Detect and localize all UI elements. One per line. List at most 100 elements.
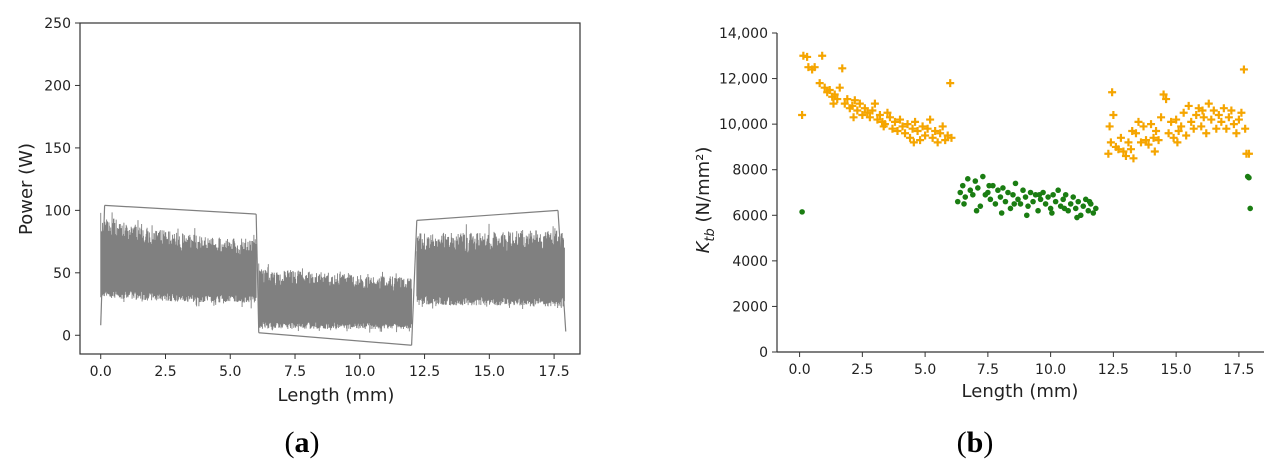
ktb-point-plus: [1202, 129, 1211, 138]
ktb-point-dot: [1011, 201, 1018, 207]
ktb-point-plus: [1217, 117, 1226, 126]
ktb-point-dot: [1017, 201, 1024, 207]
chart-a-ytick-label: 150: [44, 141, 71, 157]
ktb-point-dot: [1020, 187, 1026, 194]
power-trace-segment: [258, 263, 413, 333]
ktb-point-plus: [903, 120, 912, 129]
ktb-point-dot: [1052, 198, 1059, 205]
ktb-point-plus: [936, 129, 945, 138]
ktb-point-dot: [1005, 189, 1011, 196]
ktb-point-dot: [1010, 191, 1016, 198]
ktb-point-plus: [868, 106, 877, 115]
ktb-point-plus: [863, 108, 872, 117]
ktb-point-plus: [938, 122, 947, 131]
ktb-point-plus: [1222, 124, 1231, 133]
ktb-point-dot: [964, 176, 971, 182]
ktb-point-dot: [1023, 212, 1030, 219]
ktb-point-plus: [850, 96, 859, 105]
ktb-point-plus: [1139, 122, 1148, 131]
panel-label-b: (b): [957, 426, 994, 459]
ktb-point-plus: [898, 122, 907, 131]
ktb-point-plus: [820, 83, 829, 92]
chart-b-xtick-label: 0.0: [788, 362, 810, 378]
ktb-point-plus: [1237, 108, 1246, 117]
ktb-point-plus: [873, 115, 882, 124]
ktb-point-dot: [987, 196, 994, 203]
ktb-point-plus: [855, 99, 864, 108]
chart-b-ytick-label: 2000: [732, 299, 768, 315]
ktb-point-dot: [1074, 214, 1080, 221]
ktb-point-plus: [908, 124, 917, 133]
chart-b-xtick-label: 12.5: [1098, 362, 1129, 378]
chart-b-ylabel: Ktb (N/mm²): [693, 147, 718, 254]
ktb-point-plus: [1124, 138, 1133, 147]
ktb-point-plus: [1187, 117, 1196, 126]
ktb-point-plus: [1189, 124, 1198, 133]
ktb-point-dot: [1067, 201, 1074, 207]
ktb-point-plus: [1182, 131, 1191, 140]
ktb-point-plus: [913, 126, 922, 135]
ktb-point-plus: [1214, 111, 1223, 120]
power-trace-segment: [100, 212, 257, 309]
ktb-point-dot: [1047, 205, 1054, 212]
ktb-point-plus: [909, 138, 918, 147]
ktb-point-dot: [970, 191, 976, 198]
ktb-point-dot: [954, 198, 961, 205]
ktb-point-plus: [830, 90, 839, 99]
ktb-point-plus: [1192, 111, 1201, 120]
chart-a-xtick-label: 7.5: [284, 364, 306, 380]
ktb-point-dot: [1035, 207, 1041, 214]
chart-a-ylabel: Power (W): [16, 143, 37, 235]
chart-b-xlabel: Length (mm): [962, 381, 1079, 402]
power-trace-spike: [255, 214, 260, 333]
ktb-point-plus: [1174, 126, 1183, 135]
ktb-point-plus: [838, 64, 847, 73]
ktb-point-plus: [1232, 129, 1241, 138]
chart-a-xtick-label: 15.0: [474, 364, 505, 380]
ktb-point-plus: [1184, 101, 1193, 110]
ktb-point-plus: [1219, 104, 1228, 113]
ktb-point-plus: [901, 129, 910, 138]
ktb-point-plus: [923, 124, 932, 133]
chart-a-ytick-label: 50: [53, 266, 71, 282]
ktb-point-plus: [906, 133, 915, 142]
ktb-point-plus: [888, 124, 897, 133]
chart-b-xtick-label: 10.0: [1035, 362, 1066, 378]
ktb-point-dot: [1030, 198, 1036, 205]
chart-b-ytick-label: 8000: [732, 163, 768, 179]
ktb-point-plus: [893, 126, 902, 135]
ktb-point-plus: [1229, 120, 1238, 129]
ktb-point-plus: [1204, 99, 1213, 108]
chart-b-ylabel-base: K: [693, 240, 714, 253]
ktb-point-dot: [1050, 191, 1056, 198]
ktb-point-plus: [815, 79, 824, 88]
ktb-point-dot: [1247, 205, 1253, 212]
ktb-point-plus: [1169, 133, 1178, 142]
ktb-point-dot: [1045, 194, 1051, 200]
ktb-point-plus: [916, 136, 925, 145]
ktb-point-plus: [1149, 133, 1158, 142]
ktb-point-plus: [835, 83, 844, 92]
chart-a-xtick-label: 17.5: [539, 364, 570, 380]
chart-b-ytick-label: 14,000: [719, 26, 768, 42]
ktb-point-plus: [1126, 145, 1135, 154]
ktb-point-plus: [860, 104, 869, 113]
chart-a-plot-data: [100, 204, 567, 346]
chart-b-ylabel-rest: (N/mm²): [693, 147, 714, 229]
ktb-point-dot: [1036, 191, 1043, 198]
ktb-point-dot: [1086, 198, 1093, 205]
ktb-point-plus: [810, 63, 819, 72]
ktb-point-dot: [995, 187, 1001, 194]
ktb-point-plus: [1212, 124, 1221, 133]
ktb-point-plus: [1207, 115, 1216, 124]
ktb-point-dot: [992, 201, 999, 207]
ktb-point-dot: [1090, 210, 1097, 216]
ktb-point-dot: [959, 182, 966, 189]
ktb-point-plus: [1157, 113, 1166, 122]
ktb-point-plus: [890, 117, 899, 126]
ktb-point-plus: [947, 133, 956, 142]
ktb-point-dot: [1037, 196, 1044, 203]
ktb-point-plus: [1209, 106, 1218, 115]
ktb-point-dot: [1027, 189, 1034, 196]
